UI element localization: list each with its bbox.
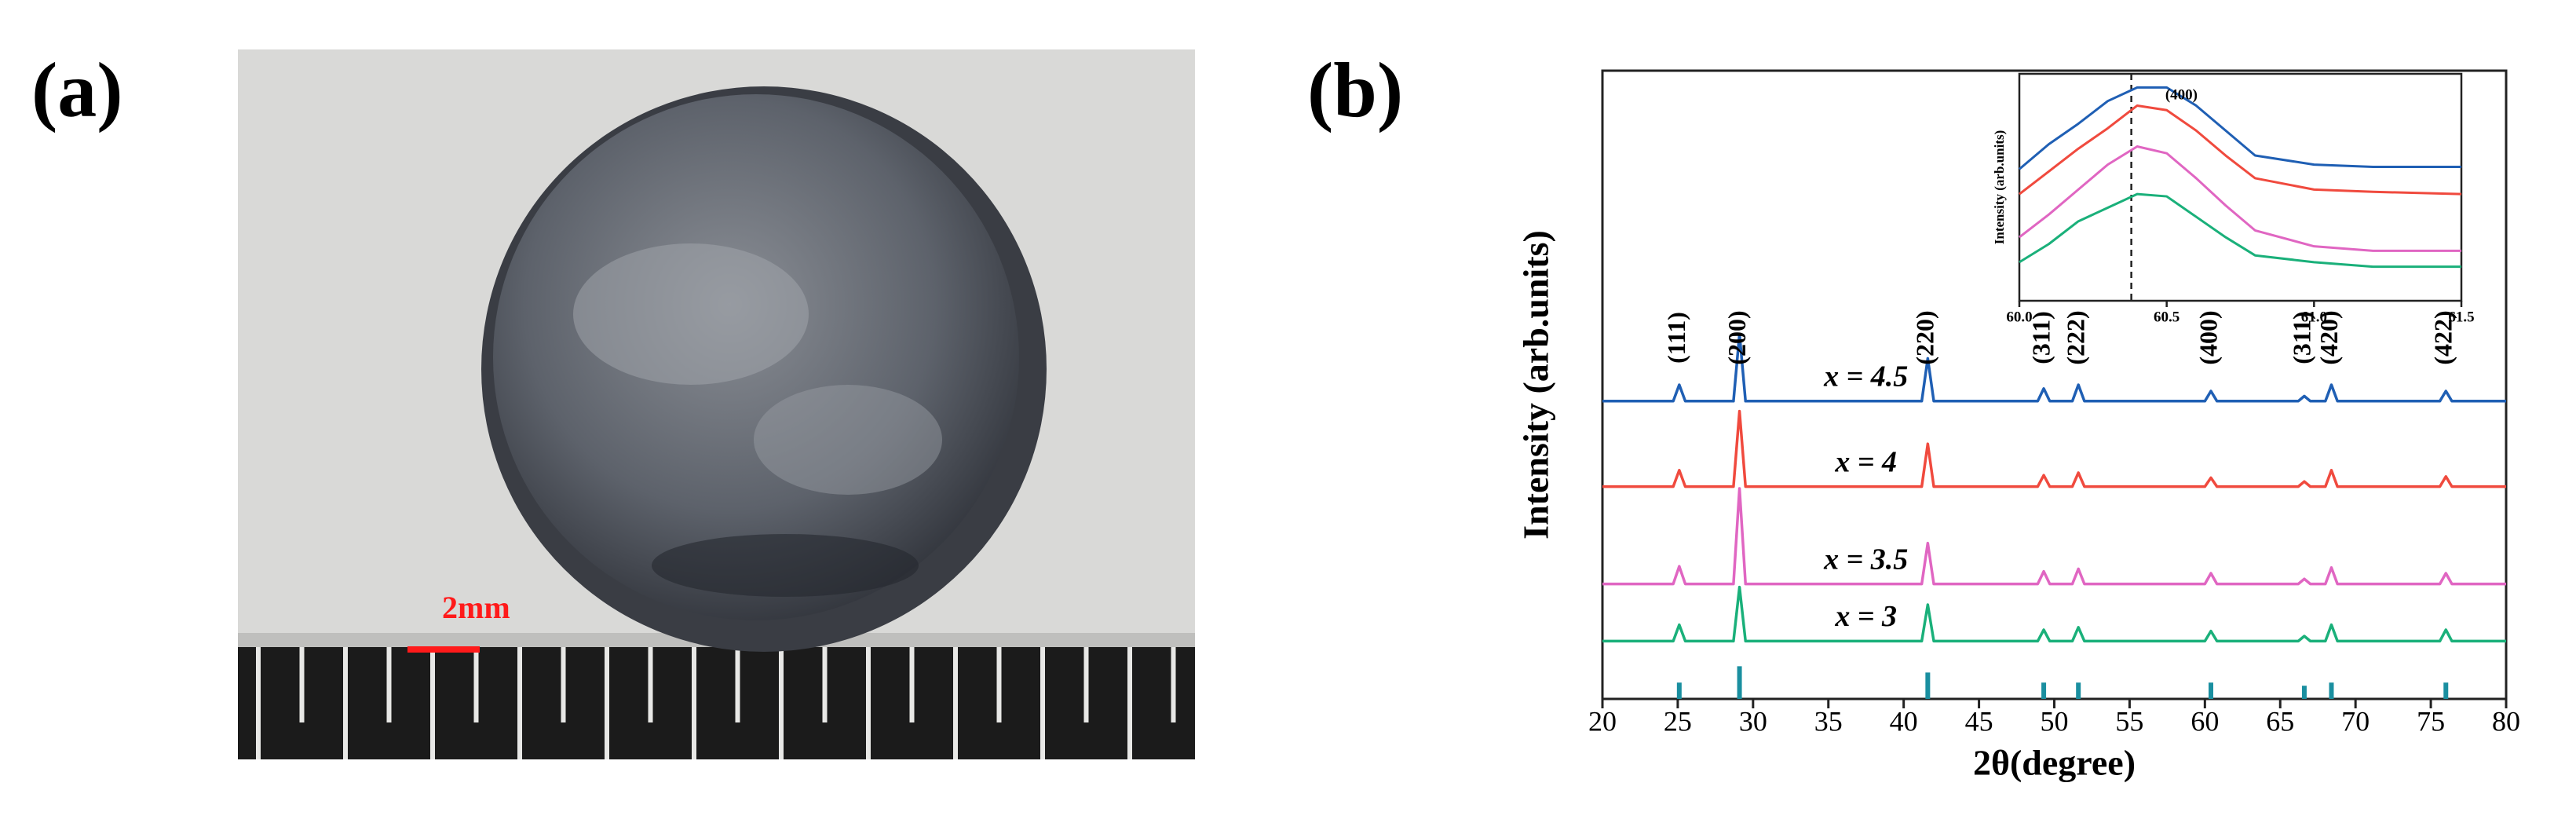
- x-tick-label: 40: [1890, 705, 1918, 737]
- peak-label: (220): [1911, 310, 1939, 364]
- coin-texture: [754, 385, 942, 495]
- x-axis-label: 2θ(degree): [1973, 743, 2136, 783]
- y-axis-label: Intensity (arb.units): [1992, 130, 2007, 244]
- coin-texture: [573, 243, 809, 385]
- coin-texture: [652, 534, 919, 597]
- peak-label: (400): [2165, 86, 2198, 103]
- photo: 2mm: [238, 49, 1195, 759]
- series-label: x = 4.5: [1823, 360, 1908, 393]
- series-line: [1602, 585, 2506, 643]
- panel-label: (b): [1307, 46, 1403, 134]
- x-tick-label: 45: [1965, 705, 1993, 737]
- scale-bar-label: 2mm: [442, 590, 510, 625]
- x-tick-label: 55: [2115, 705, 2143, 737]
- x-tick-label: 65: [2266, 705, 2294, 737]
- x-tick-label: 60.5: [2154, 309, 2180, 325]
- series-line: [2019, 144, 2461, 252]
- ruler: [238, 633, 1195, 759]
- x-tick-label: 61.5: [2448, 309, 2474, 325]
- series-label: x = 4: [1834, 445, 1897, 478]
- peak-label: (420): [2315, 310, 2343, 364]
- plot-frame: [2018, 72, 2463, 302]
- peak-label: (222): [2062, 310, 2090, 364]
- x-tick-label: 75: [2417, 705, 2445, 737]
- peak-label: (200): [1723, 310, 1751, 364]
- x-tick-label: 61.0: [2301, 309, 2327, 325]
- x-tick-label: 60.0: [2006, 309, 2032, 325]
- x-tick-label: 20: [1588, 705, 1617, 737]
- panel-label: (a): [31, 46, 123, 134]
- series-label: x = 3.5: [1823, 543, 1908, 576]
- series-label: x = 3: [1834, 600, 1897, 633]
- peak-label: (311): [2287, 311, 2315, 364]
- series-line: [2019, 104, 2462, 196]
- series-line: [2019, 86, 2461, 170]
- y-axis-label: Intensity (arb.units): [1516, 230, 1556, 540]
- series-line: [1602, 409, 2506, 488]
- peak-label: (422): [2429, 310, 2457, 364]
- ruler-ticks: [256, 647, 1176, 759]
- peak-label: (311): [2026, 311, 2055, 364]
- x-tick-label: 60: [2191, 705, 2219, 737]
- peak-label: (400): [2194, 310, 2222, 364]
- x-tick-label: 70: [2341, 705, 2370, 737]
- peak-label: (111): [1662, 312, 1690, 364]
- x-tick-label: 25: [1664, 705, 1692, 737]
- series-line: [1602, 487, 2506, 586]
- x-tick-label: 50: [2041, 705, 2069, 737]
- x-tick-label: 35: [1814, 705, 1843, 737]
- x-tick-label: 30: [1739, 705, 1767, 737]
- x-tick-label: 80: [2492, 705, 2520, 737]
- series-line: [2019, 192, 2461, 269]
- series-line: [1602, 332, 2506, 403]
